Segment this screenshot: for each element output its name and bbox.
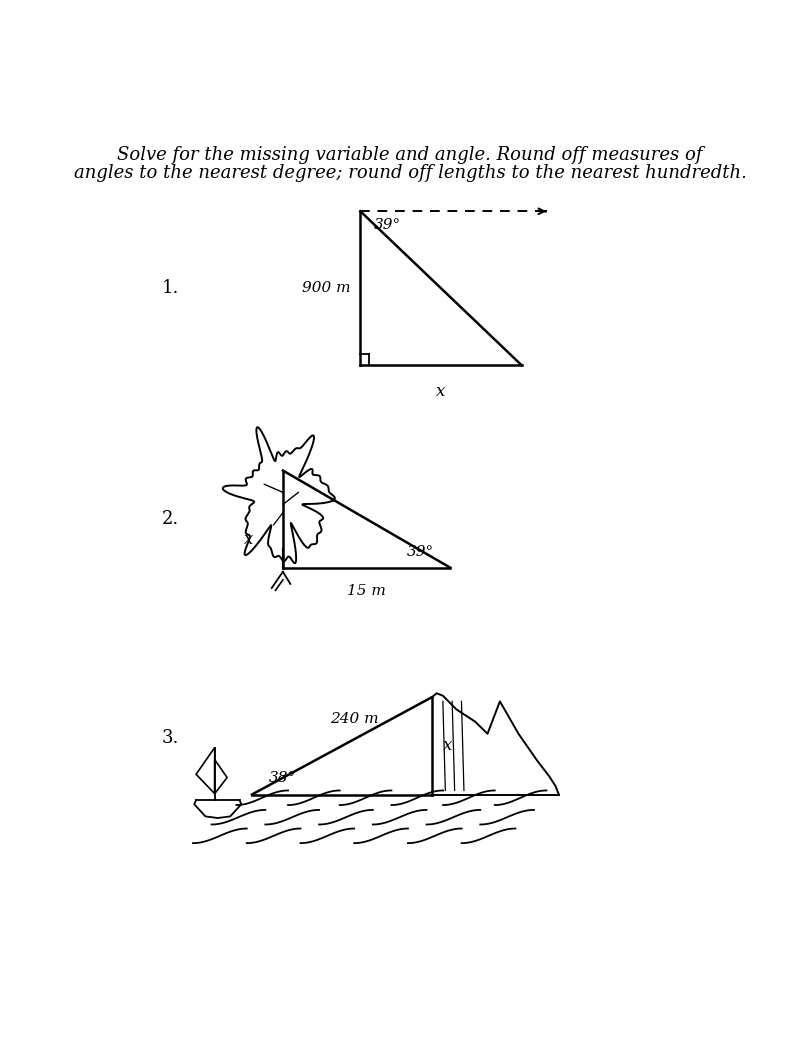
Text: 900 m: 900 m xyxy=(302,281,351,296)
Text: 240 m: 240 m xyxy=(330,711,378,726)
Text: 15 m: 15 m xyxy=(347,584,386,598)
Text: 1.: 1. xyxy=(162,279,179,298)
Text: x: x xyxy=(244,531,254,548)
Text: 38°: 38° xyxy=(270,771,296,786)
Text: angles to the nearest degree; round off lengths to the nearest hundredth.: angles to the nearest degree; round off … xyxy=(74,164,746,182)
Text: 3.: 3. xyxy=(162,729,179,747)
Polygon shape xyxy=(196,748,214,793)
Polygon shape xyxy=(214,760,227,793)
Text: x: x xyxy=(443,737,452,754)
Text: x: x xyxy=(436,383,446,400)
Text: 39°: 39° xyxy=(374,218,401,232)
Text: Solve for the missing variable and angle. Round off measures of: Solve for the missing variable and angle… xyxy=(118,146,702,164)
Text: 39°: 39° xyxy=(407,545,434,560)
Text: 2.: 2. xyxy=(162,510,179,528)
